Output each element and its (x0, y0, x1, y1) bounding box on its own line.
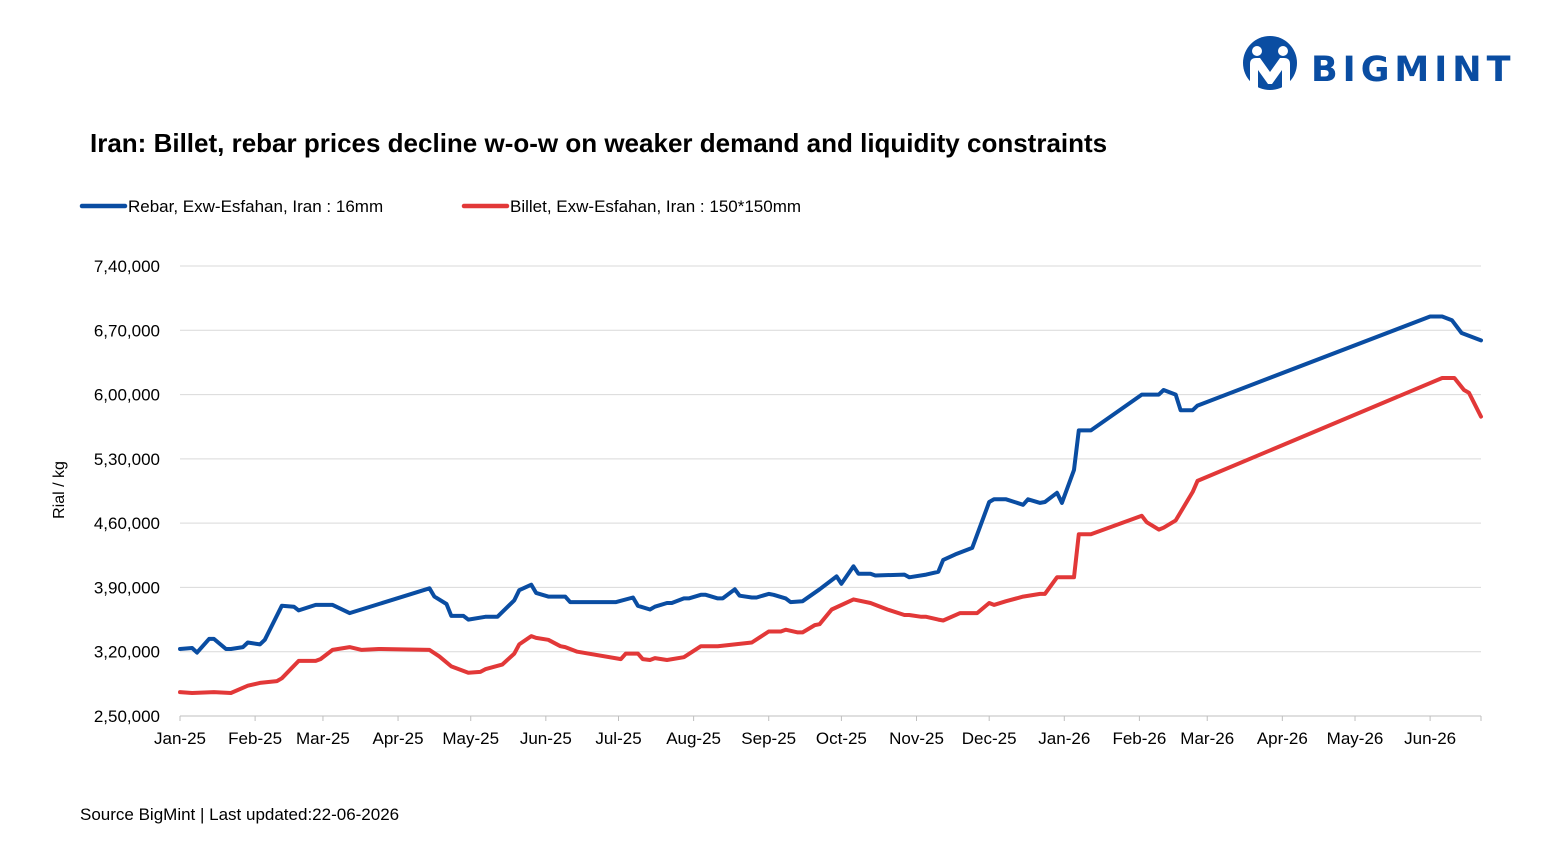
legend-label-billet: Billet, Exw-Esfahan, Iran : 150*150mm (510, 197, 801, 216)
x-tick-label: Sep-25 (741, 729, 796, 748)
series-lines (178, 314, 1483, 695)
x-tick-label: Nov-25 (889, 729, 944, 748)
x-tick-label: Jun-26 (1404, 729, 1456, 748)
x-tick-label: Jul-25 (595, 729, 641, 748)
x-tick-label: Jan-26 (1038, 729, 1090, 748)
x-tick-label: Apr-26 (1257, 729, 1308, 748)
grid-lines (180, 265, 1481, 653)
legend-label-rebar: Rebar, Exw-Esfahan, Iran : 16mm (128, 197, 383, 216)
chart-title: Iran: Billet, rebar prices decline w-o-w… (90, 128, 1107, 158)
x-tick-label: Dec-25 (962, 729, 1017, 748)
bigmint-logo: BIGMINT (1243, 36, 1515, 90)
y-tick-label: 3,20,000 (94, 643, 160, 662)
x-tick-label: May-25 (442, 729, 499, 748)
y-tick-label: 7,40,000 (94, 257, 160, 276)
x-tick-label: Mar-26 (1180, 729, 1234, 748)
y-tick-label: 4,60,000 (94, 514, 160, 533)
x-tick-label: Feb-25 (228, 729, 282, 748)
y-tick-labels: 2,50,000 3,20,000 3,90,000 4,60,000 5,30,000… (94, 257, 160, 726)
brand-name: BIGMINT (1311, 50, 1515, 90)
x-tick-label: May-26 (1327, 729, 1384, 748)
x-axis: Jan-25 Feb-25 Mar-25 Apr-25 May-25 Jun-25 Jul-… (154, 715, 1482, 748)
x-tick-label: Mar-25 (296, 729, 350, 748)
x-tick-label: Jun-25 (520, 729, 572, 748)
legend-item-billet: Billet, Exw-Esfahan, Iran : 150*150mm (461, 197, 801, 216)
x-tick-label: Aug-25 (666, 729, 721, 748)
y-tick-label: 5,30,000 (94, 450, 160, 469)
x-tick-label: Jan-25 (154, 729, 206, 748)
series-line-billet (178, 376, 1483, 695)
x-tick-label: Oct-25 (816, 729, 867, 748)
source-note: Source BigMint | Last updated:22-06-2026 (80, 805, 399, 824)
y-axis-label: Rial / kg (51, 461, 68, 519)
bigmint-logo-icon (1243, 36, 1297, 90)
x-tick-label: Apr-25 (373, 729, 424, 748)
legend-item-rebar: Rebar, Exw-Esfahan, Iran : 16mm (79, 197, 383, 216)
x-tick-label: Feb-26 (1112, 729, 1166, 748)
y-tick-label: 6,00,000 (94, 386, 160, 405)
series-line-rebar (178, 314, 1483, 655)
legend: Rebar, Exw-Esfahan, Iran : 16mm Billet, … (79, 197, 801, 216)
y-tick-label: 3,90,000 (94, 578, 160, 597)
y-tick-label: 2,50,000 (94, 707, 160, 726)
y-tick-label: 6,70,000 (94, 321, 160, 340)
